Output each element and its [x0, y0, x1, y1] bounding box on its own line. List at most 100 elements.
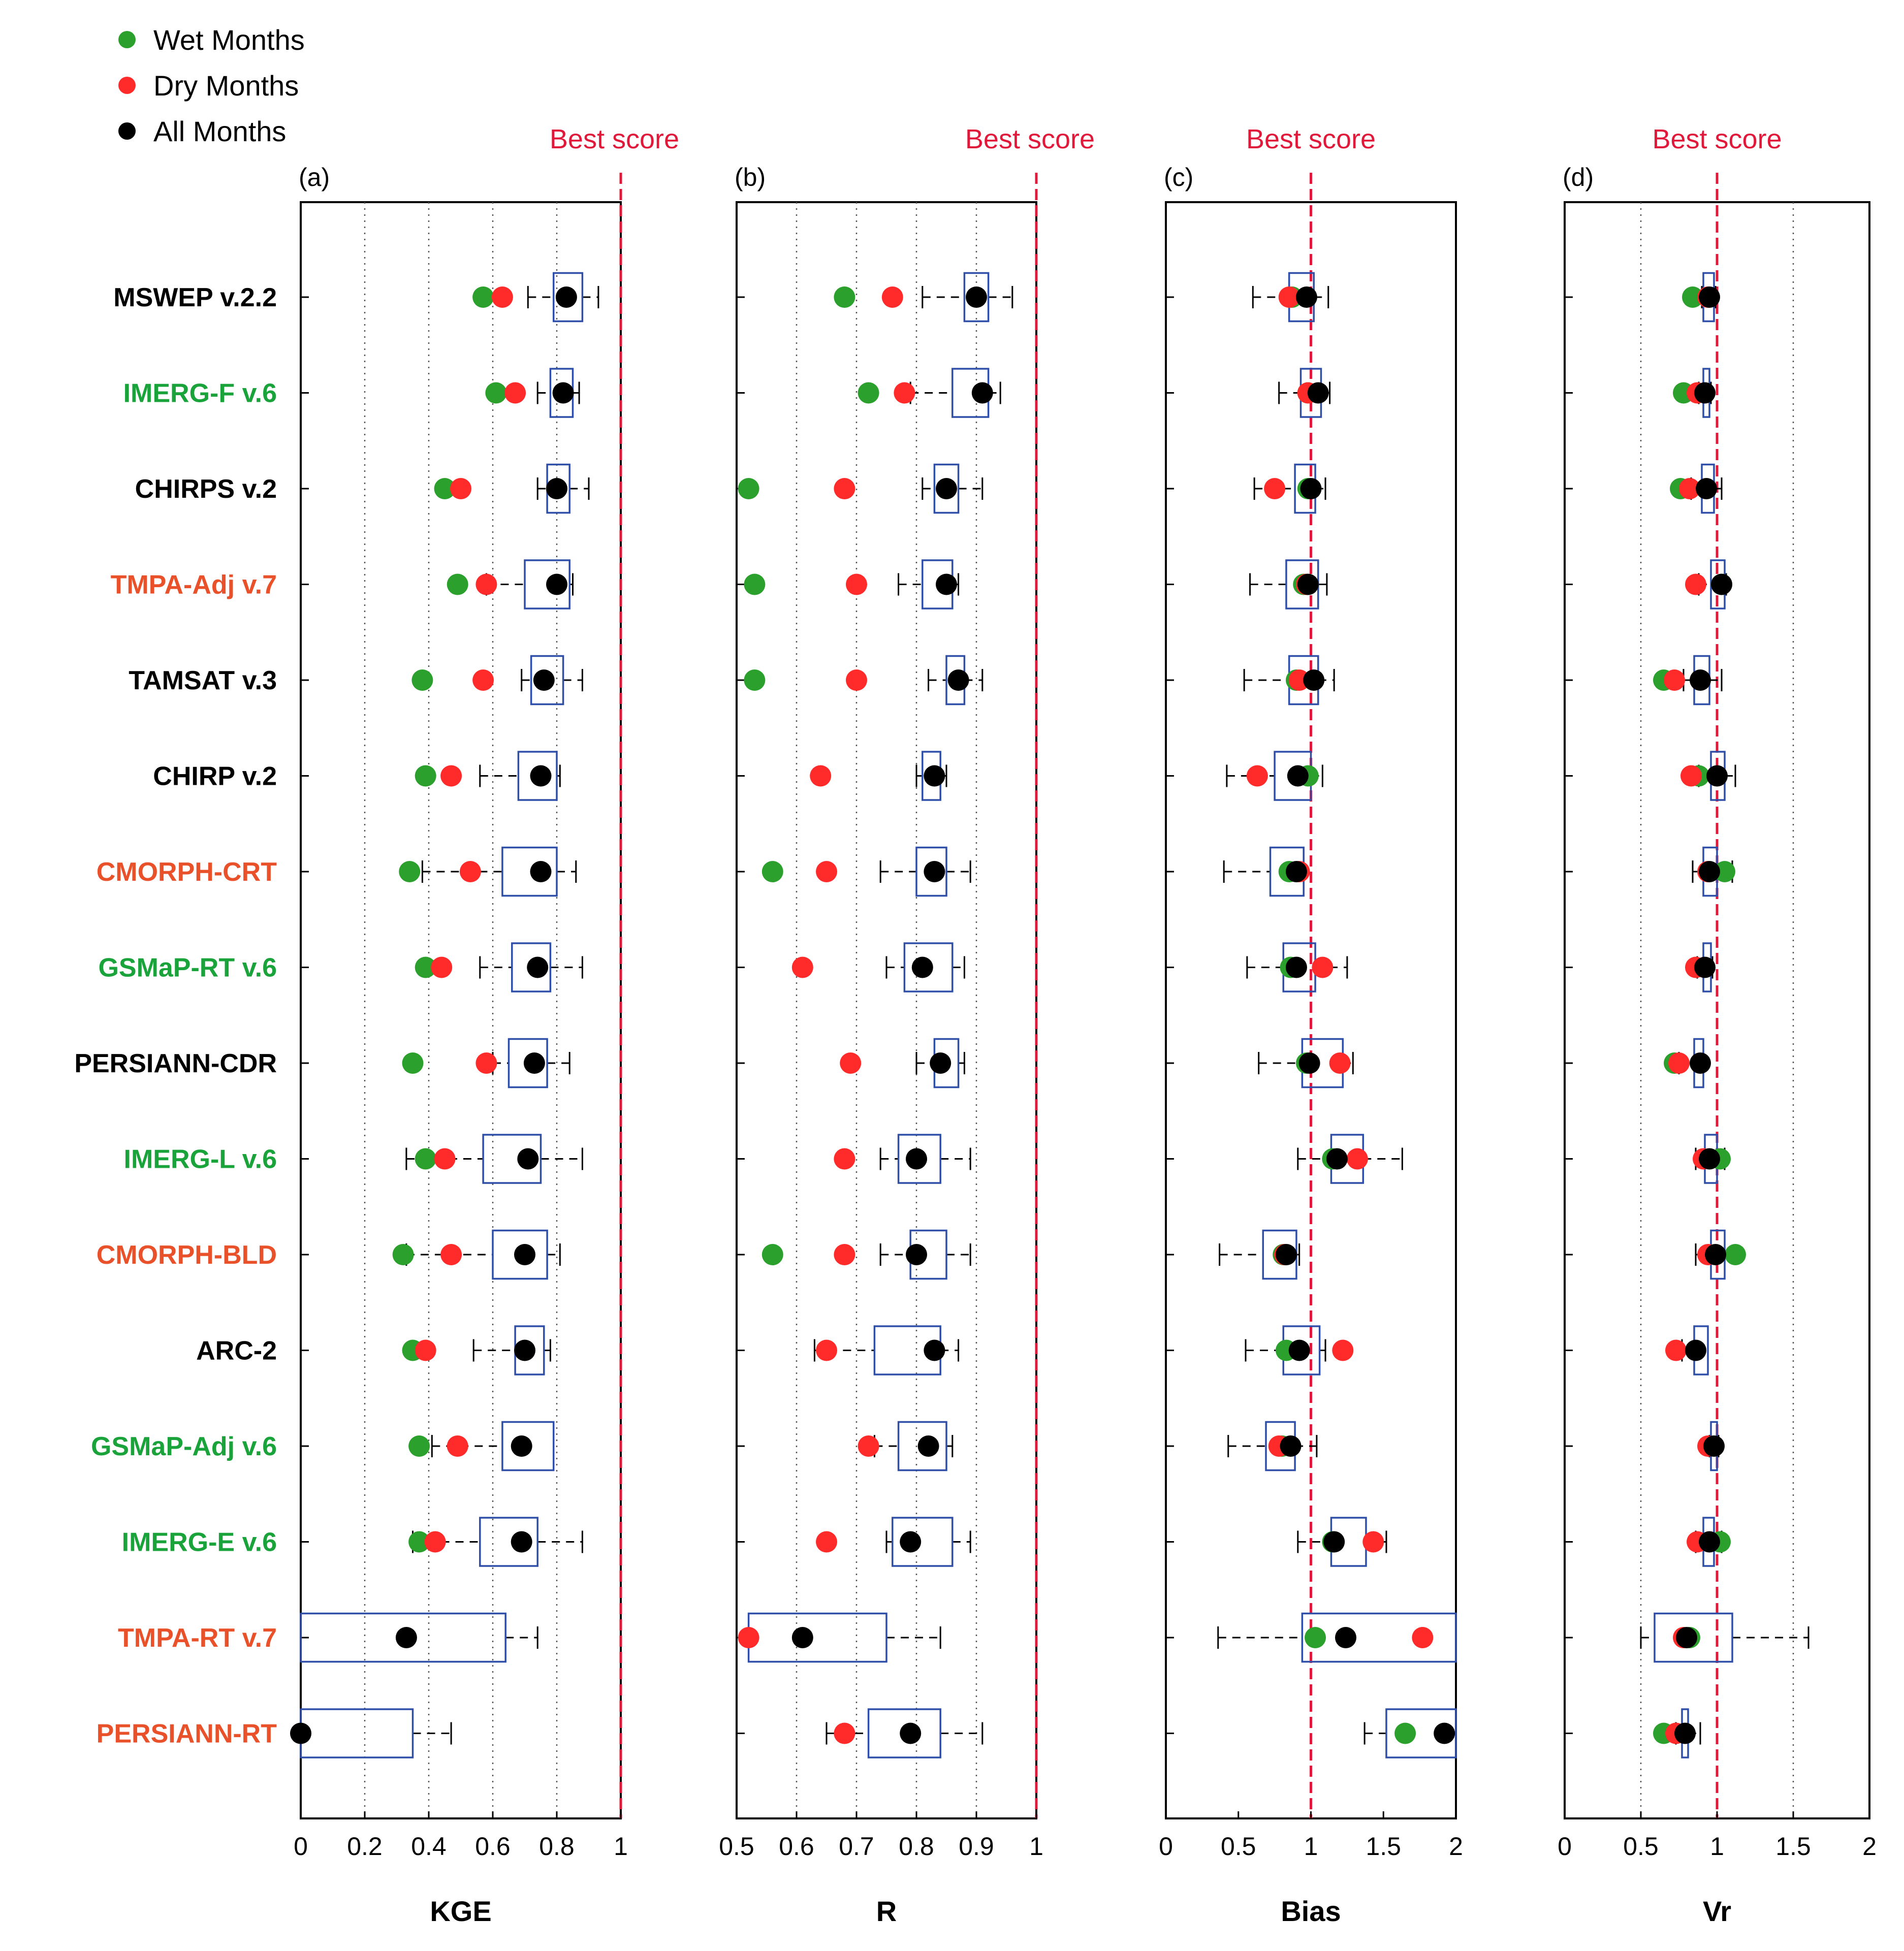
row-2 — [434, 463, 590, 514]
x-tick-label: 1.5 — [1775, 1832, 1811, 1861]
row-0 — [1682, 272, 1720, 323]
dot-all — [527, 956, 549, 978]
iqr-box — [507, 1038, 548, 1089]
dot-all — [1434, 1722, 1455, 1744]
dot-dry — [816, 1339, 837, 1361]
dot-wet — [834, 286, 855, 308]
iqr-box — [479, 1517, 538, 1567]
panel-2: Best score (c) 0 0.5 1.5 2 1 Bias — [1159, 124, 1463, 1927]
row-10 — [1695, 1229, 1746, 1280]
dot-dry — [450, 478, 471, 499]
row-15 — [1363, 1708, 1457, 1758]
dot-all — [530, 861, 552, 882]
dot-all — [546, 573, 567, 595]
dot-wet — [1305, 1627, 1326, 1648]
dot-dry — [415, 1339, 436, 1361]
product-label: ARC-2 — [196, 1336, 277, 1366]
dot-all — [1699, 1148, 1720, 1170]
row-11 — [813, 1325, 960, 1376]
dot-dry — [738, 1627, 759, 1648]
dot-wet — [434, 478, 456, 499]
dot-all — [1287, 765, 1309, 787]
row-12 — [858, 1421, 954, 1472]
dot-wet — [415, 956, 436, 978]
row-12 — [1697, 1421, 1725, 1472]
dot-dry — [881, 286, 903, 308]
dot-wet — [411, 669, 433, 691]
dot-wet — [1394, 1722, 1416, 1744]
x-tick-label: 2 — [1449, 1832, 1463, 1861]
dot-all — [900, 1722, 922, 1744]
iqr-box — [1301, 1612, 1457, 1663]
dot-dry — [846, 669, 867, 691]
dot-all — [1690, 669, 1711, 691]
dot-wet — [1682, 286, 1703, 308]
row-8 — [1664, 1038, 1711, 1089]
dot-wet — [392, 1244, 414, 1265]
dot-all — [511, 1531, 532, 1553]
dot-dry — [1679, 478, 1700, 499]
dot-wet — [399, 861, 421, 882]
dot-wet — [744, 573, 766, 595]
iqr-box — [963, 272, 990, 323]
iqr-box — [892, 1517, 954, 1567]
dot-dry — [434, 1148, 456, 1170]
dot-wet — [485, 382, 507, 404]
dot-wet — [761, 1244, 783, 1265]
row-9 — [1297, 1134, 1403, 1184]
x-tick-label: 0 — [1558, 1832, 1572, 1861]
iqr-box — [897, 1134, 941, 1184]
x-tick-label: 0.7 — [839, 1832, 874, 1861]
dot-dry — [1312, 956, 1334, 978]
row-12 — [408, 1421, 555, 1472]
dot-dry — [1668, 1052, 1690, 1074]
row-13 — [816, 1517, 971, 1567]
iqr-box — [915, 846, 947, 897]
dot-dry — [1680, 765, 1702, 787]
row-5 — [415, 751, 561, 801]
dot-all — [533, 669, 555, 691]
dot-all — [1711, 573, 1732, 595]
dot-all — [1307, 382, 1329, 404]
legend-marker-2 — [118, 122, 136, 140]
row-2 — [738, 463, 983, 514]
row-3 — [1249, 559, 1328, 610]
dot-wet — [472, 286, 494, 308]
dot-all — [1703, 1435, 1725, 1457]
dot-all — [924, 1339, 945, 1361]
row-6 — [399, 846, 577, 897]
dot-all — [1295, 286, 1317, 308]
dot-dry — [834, 1722, 855, 1744]
legend-label-2: All Months — [153, 115, 286, 147]
dot-all — [1676, 1627, 1697, 1648]
dot-all — [971, 382, 993, 404]
dot-all — [1326, 1148, 1348, 1170]
panel-3: Best score (d) 0 0.5 1.5 2 1 Vr — [1558, 124, 1877, 1927]
product-label: IMERG-E v.6 — [122, 1528, 277, 1557]
row-5 — [810, 751, 947, 801]
row-7 — [1246, 942, 1348, 993]
row-1 — [1278, 368, 1331, 418]
legend-label-0: Wet Months — [153, 24, 305, 56]
dot-dry — [447, 1435, 468, 1457]
x-tick-label: 0.9 — [959, 1832, 994, 1861]
row-4 — [1653, 655, 1723, 706]
row-1 — [858, 368, 1001, 418]
dot-all — [1298, 1052, 1320, 1074]
dot-all — [1300, 478, 1322, 499]
x-tick-label: 0.6 — [475, 1832, 511, 1861]
dot-all — [966, 286, 987, 308]
dot-all — [906, 1148, 927, 1170]
panel-letter: (b) — [735, 163, 766, 191]
x-tick-label: 0.8 — [539, 1832, 575, 1861]
row-14 — [300, 1612, 538, 1663]
dot-wet — [744, 669, 766, 691]
dot-all — [930, 1052, 951, 1074]
iqr-box — [530, 655, 564, 706]
dot-all — [546, 478, 567, 499]
dot-all — [517, 1148, 539, 1170]
x-tick-label: 1.5 — [1366, 1832, 1401, 1861]
best-score-label: Best score — [1652, 124, 1782, 154]
